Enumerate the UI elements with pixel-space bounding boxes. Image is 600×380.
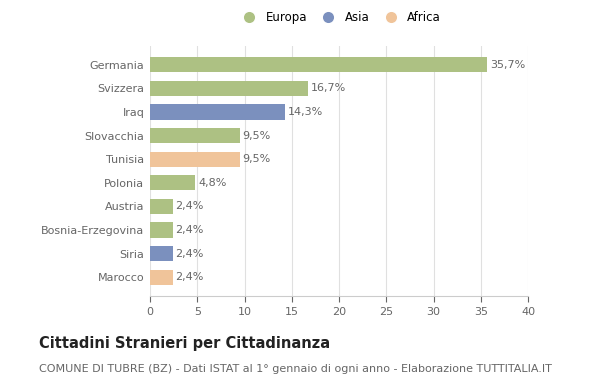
Bar	[150, 199, 173, 214]
Text: 2,4%: 2,4%	[176, 201, 204, 211]
Text: 9,5%: 9,5%	[242, 131, 271, 141]
Text: 4,8%: 4,8%	[198, 178, 227, 188]
Text: 16,7%: 16,7%	[311, 83, 346, 93]
Bar	[150, 222, 173, 238]
Text: 35,7%: 35,7%	[490, 60, 526, 70]
Bar	[150, 246, 173, 261]
Text: Cittadini Stranieri per Cittadinanza: Cittadini Stranieri per Cittadinanza	[39, 336, 330, 351]
Text: 9,5%: 9,5%	[242, 154, 271, 164]
Text: 14,3%: 14,3%	[288, 107, 323, 117]
Text: 2,4%: 2,4%	[176, 272, 204, 282]
Text: 2,4%: 2,4%	[176, 225, 204, 235]
Text: COMUNE DI TUBRE (BZ) - Dati ISTAT al 1° gennaio di ogni anno - Elaborazione TUTT: COMUNE DI TUBRE (BZ) - Dati ISTAT al 1° …	[39, 364, 552, 374]
Bar	[150, 128, 240, 143]
Bar	[150, 57, 487, 72]
Text: 2,4%: 2,4%	[176, 249, 204, 259]
Bar	[150, 152, 240, 167]
Bar	[150, 104, 285, 120]
Bar	[150, 175, 196, 190]
Bar	[150, 81, 308, 96]
Bar	[150, 270, 173, 285]
Legend: Europa, Asia, Africa: Europa, Asia, Africa	[232, 6, 446, 29]
